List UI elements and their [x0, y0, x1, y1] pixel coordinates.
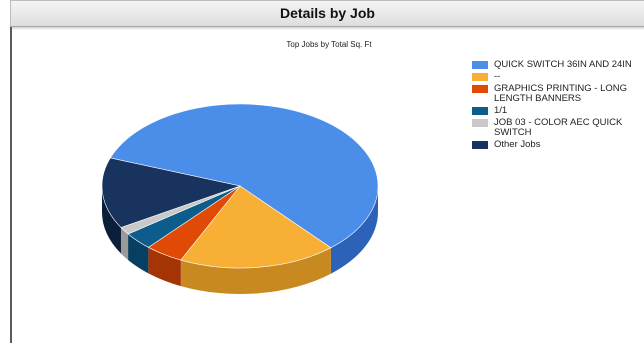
window-title: Details by Job	[280, 5, 375, 21]
chart-legend: QUICK SWITCH 36IN AND 24IN -- GRAPHICS PRI…	[472, 60, 642, 152]
legend-swatch	[472, 107, 488, 115]
legend-swatch	[472, 119, 488, 127]
legend-item-1-1: 1/1	[472, 106, 642, 116]
legend-item-job-03-color-aec-quick-switch: JOB 03 - COLOR AEC QUICK SWITCH	[472, 118, 642, 138]
legend-item-other-jobs: Other Jobs	[472, 140, 642, 150]
legend-label: 1/1	[494, 105, 508, 116]
legend-label: Other Jobs	[494, 139, 541, 150]
legend-item-blank: --	[472, 72, 642, 82]
legend-item-quick-switch-36in-and-24in: QUICK SWITCH 36IN AND 24IN	[472, 60, 642, 70]
legend-label: --	[494, 71, 501, 82]
pie-side-graphics-printing-long-length-banners	[148, 247, 181, 287]
pie-side-1-1	[128, 233, 149, 274]
legend-label: JOB 03 - COLOR AEC QUICK SWITCH	[494, 117, 623, 138]
pie-slice-other-jobs[interactable]	[101, 157, 242, 228]
pie-side-other-jobs	[102, 186, 121, 254]
pie-slices	[101, 103, 379, 269]
legend-swatch	[472, 85, 488, 93]
panel-shadow	[12, 27, 644, 30]
legend-label: QUICK SWITCH 36IN AND 24IN	[494, 59, 632, 70]
pie-side-blank	[180, 247, 331, 294]
legend-item-graphics-printing-long-length-banners: GRAPHICS PRINTING - LONG LENGTH BANNERS	[472, 84, 642, 104]
legend-swatch	[472, 73, 488, 81]
legend-swatch	[472, 61, 488, 69]
pie-slice-blank[interactable]	[180, 185, 332, 269]
legend-label: GRAPHICS PRINTING - LONG LENGTH BANNERS	[494, 83, 628, 104]
pie-side-quick-switch-36in-and-24in	[330, 186, 378, 274]
pie-side-job-03-color-aec-quick-switch	[120, 227, 129, 260]
pie-slice-quick-switch-36in-and-24in[interactable]	[109, 103, 379, 249]
pie-sides	[102, 186, 378, 294]
window-title-bar: Details by Job	[10, 0, 644, 27]
chart-title: Top Jobs by Total Sq. Ft	[286, 40, 372, 49]
legend-swatch	[472, 141, 488, 149]
